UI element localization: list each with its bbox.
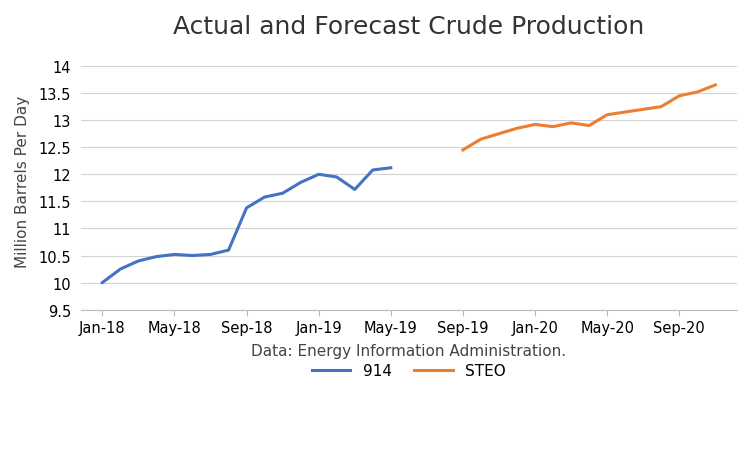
STEO (711, 83, 720, 88)
Line: STEO: STEO (463, 86, 715, 151)
STEO (531, 123, 540, 128)
914 (278, 191, 287, 197)
914 (242, 206, 251, 211)
914 (260, 195, 269, 200)
914 (206, 252, 215, 258)
STEO (693, 90, 702, 96)
STEO (620, 110, 629, 115)
X-axis label: Data: Energy Information Administration.: Data: Energy Information Administration. (251, 344, 566, 359)
Line: 914: 914 (102, 168, 391, 283)
914 (368, 168, 378, 173)
914 (152, 254, 161, 260)
STEO (495, 132, 504, 137)
STEO (656, 105, 666, 110)
STEO (602, 113, 611, 118)
STEO (548, 124, 557, 130)
STEO (566, 121, 575, 126)
914 (332, 175, 341, 180)
914 (296, 180, 305, 186)
914 (188, 253, 197, 259)
STEO (584, 124, 593, 129)
STEO (638, 107, 647, 113)
Title: Actual and Forecast Crude Production: Actual and Forecast Crude Production (173, 15, 644, 39)
914 (116, 267, 125, 272)
STEO (675, 94, 684, 99)
914 (98, 280, 107, 285)
Legend: 914, STEO: 914, STEO (306, 357, 511, 385)
STEO (459, 148, 468, 153)
914 (224, 248, 233, 253)
STEO (513, 126, 522, 132)
STEO (477, 137, 486, 143)
914 (170, 252, 179, 258)
914 (134, 258, 143, 264)
914 (387, 166, 396, 171)
Y-axis label: Million Barrels Per Day: Million Barrels Per Day (15, 96, 30, 267)
914 (314, 172, 323, 178)
914 (350, 187, 359, 193)
